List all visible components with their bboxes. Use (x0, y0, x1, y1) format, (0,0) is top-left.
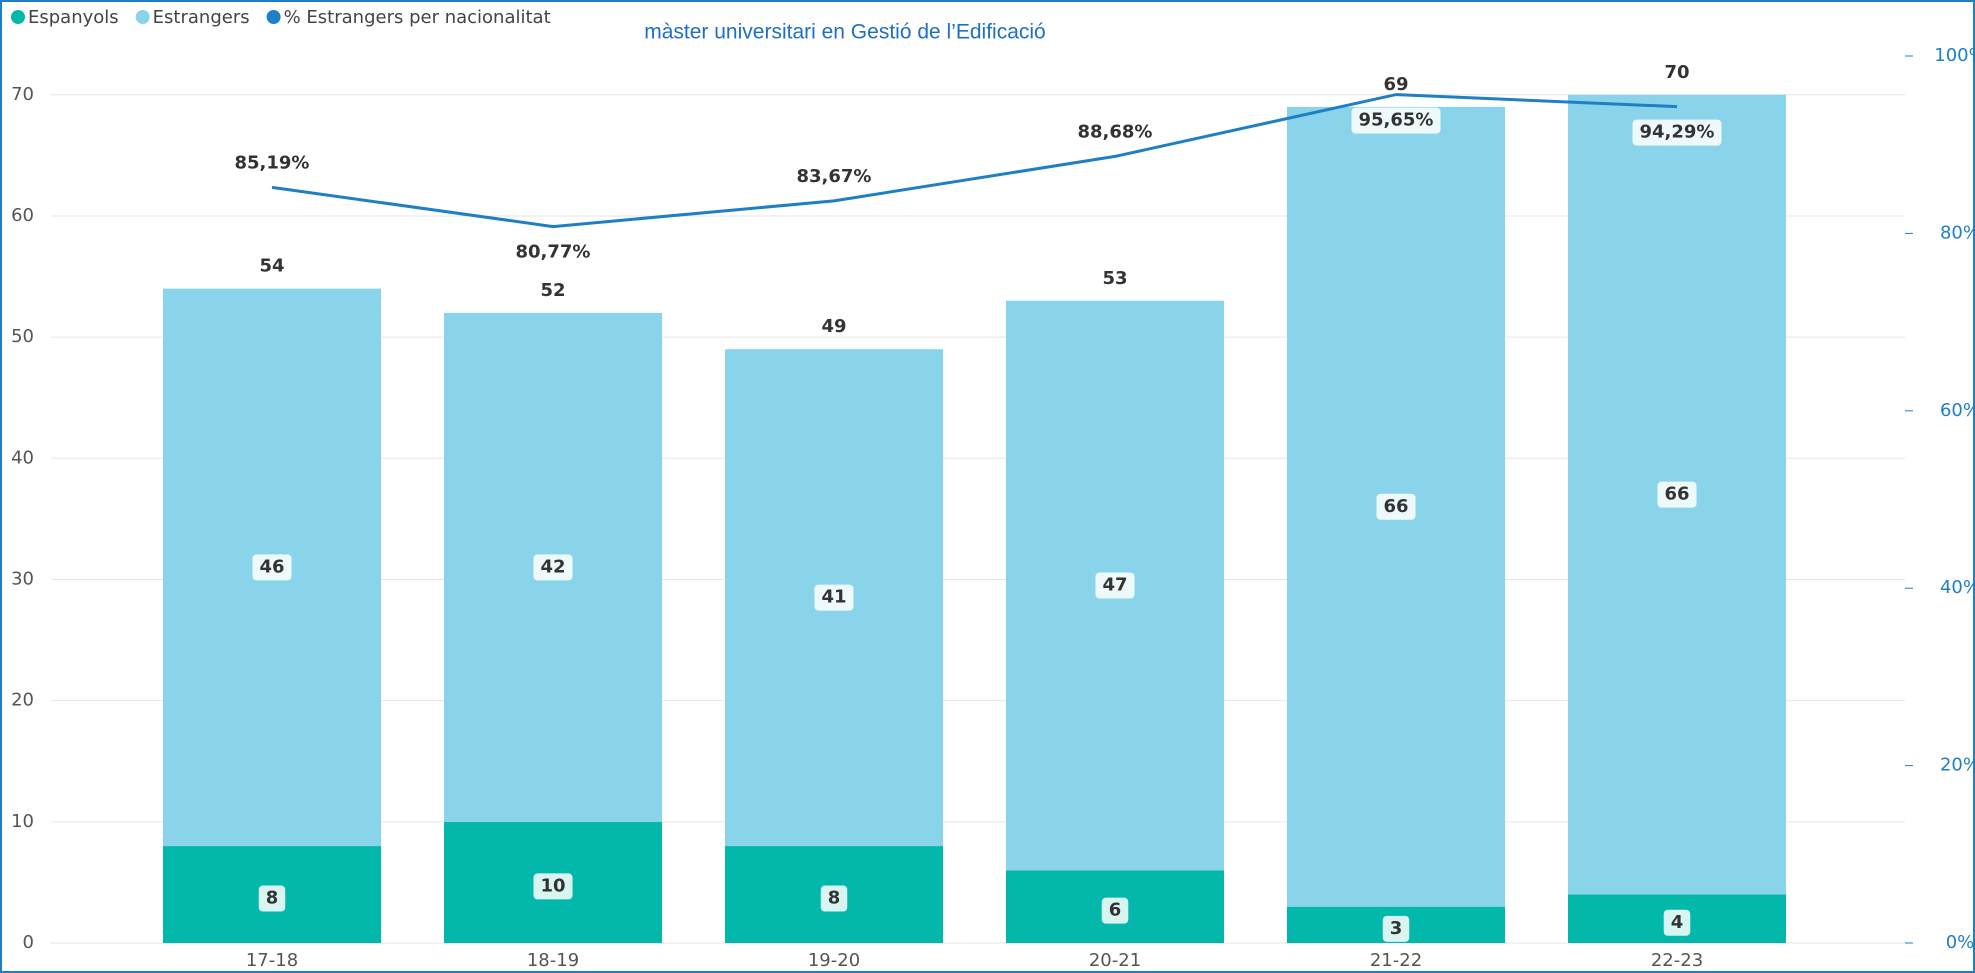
data-label-group: 80,77% (516, 242, 591, 263)
data-label: 3 (1390, 918, 1403, 939)
label-box (533, 554, 573, 581)
y-tick-label: 0 (23, 932, 34, 953)
x-tick-label: 17-18 (246, 950, 298, 971)
data-label: 4 (1671, 912, 1684, 933)
data-label-group: 95,65% (1351, 107, 1441, 134)
x-tick-label: 22-23 (1651, 950, 1703, 971)
label-box (1351, 107, 1441, 134)
label-box (258, 885, 286, 912)
data-label-group: 6 (1101, 897, 1129, 924)
data-label: 88,68% (1078, 121, 1153, 142)
y-tick-label: 30 (11, 568, 34, 589)
total-label: 53 (1102, 268, 1127, 289)
label-box (1632, 119, 1722, 146)
data-label-group: 85,19% (235, 152, 310, 173)
line-series (271, 93, 1678, 229)
label-box (1095, 572, 1135, 599)
label-box (252, 554, 292, 581)
y2-tick-label: 80% (1940, 222, 1975, 243)
label-box (820, 885, 848, 912)
data-label: 66 (1664, 484, 1689, 505)
legend-marker (11, 10, 25, 24)
data-label: 80,77% (516, 242, 591, 263)
data-label-group: 66 (1376, 493, 1416, 520)
data-label-group: 42 (533, 554, 573, 581)
total-label: 69 (1383, 74, 1408, 95)
y2-tick-label: 20% (1940, 755, 1975, 776)
label-box (1101, 897, 1129, 924)
y-tick-label: 40 (11, 447, 34, 468)
y-tick-label: 20 (11, 690, 34, 711)
y2-tick-label: 100% (1934, 45, 1975, 66)
y-tick-label: 10 (11, 811, 34, 832)
data-label-group: 47 (1095, 572, 1135, 599)
data-label: 94,29% (1640, 122, 1715, 143)
data-label: 6 (1109, 900, 1122, 921)
data-label-group: 41 (814, 584, 854, 611)
label-box (814, 584, 854, 611)
data-label-group: 46 (252, 554, 292, 581)
data-label: 41 (821, 587, 846, 608)
data-label: 66 (1383, 496, 1408, 517)
y-tick-label: 60 (11, 205, 34, 226)
total-label: 49 (821, 316, 846, 337)
data-label: 42 (540, 556, 565, 577)
data-label-group: 94,29% (1632, 119, 1722, 146)
data-label: 85,19% (235, 152, 310, 173)
legend-marker (135, 10, 150, 24)
y2-tick-label: 40% (1940, 577, 1975, 598)
legend-label: Estrangers (153, 7, 250, 28)
chart-title: màster universitari en Gestió de l’Edifi… (644, 21, 1046, 44)
total-label: 70 (1664, 62, 1689, 83)
data-label-group: 3 (1382, 915, 1410, 942)
data-label: 8 (266, 888, 279, 909)
data-label: 95,65% (1359, 110, 1434, 131)
data-label: 47 (1102, 575, 1127, 596)
x-tick-label: 21-22 (1370, 950, 1422, 971)
data-label-group: 4 (1663, 909, 1691, 936)
data-label: 10 (540, 875, 565, 896)
data-label-group: 10 (533, 873, 573, 900)
x-tick-label: 20-21 (1089, 950, 1141, 971)
label-box (1663, 909, 1691, 936)
legend-label: % Estrangers per nacionalitat (284, 7, 551, 28)
y-tick-label: 70 (11, 84, 34, 105)
y2-tick-label: 0% (1946, 932, 1975, 953)
label-box (1382, 915, 1410, 942)
data-label-group: 88,68% (1078, 121, 1153, 142)
x-tick-label: 18-19 (527, 950, 579, 971)
data-label: 83,67% (797, 166, 872, 187)
legend-marker (266, 10, 281, 24)
total-label: 52 (540, 280, 565, 301)
data-label-group: 8 (820, 885, 848, 912)
label-box (1376, 493, 1416, 520)
data-label: 46 (259, 556, 284, 577)
x-tick-label: 19-20 (808, 950, 860, 971)
y-tick-label: 50 (11, 326, 34, 347)
data-label-group: 8 (258, 885, 286, 912)
total-label: 54 (259, 256, 284, 277)
label-box (533, 873, 573, 900)
data-label: 8 (828, 888, 841, 909)
data-label-group: 83,67% (797, 166, 872, 187)
legend-label: Espanyols (28, 7, 119, 28)
label-box (1657, 481, 1697, 508)
data-label-group: 66 (1657, 481, 1697, 508)
y2-tick-label: 60% (1940, 400, 1975, 421)
